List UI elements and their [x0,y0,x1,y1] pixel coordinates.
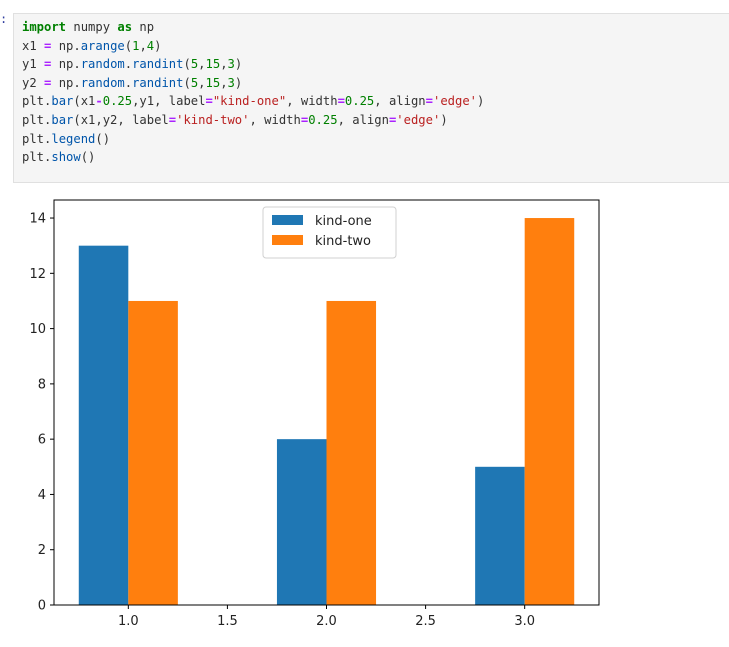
y-tick-label: 12 [29,267,46,282]
x-axis-ticks: 1.0 1.5 2.0 2.5 3.0 [118,605,535,629]
x-tick-label: 3.0 [514,614,535,629]
y-tick-label: 10 [29,322,46,337]
y-tick-label: 14 [29,212,46,227]
code-line-2: x1 = np.arange(1,4) [22,38,162,53]
x-tick-label: 1.0 [118,614,139,629]
code-cell[interactable]: import numpy as np x1 = np.arange(1,4) y… [13,13,729,183]
cell-prompt: : [0,12,8,26]
bar-kind-two-2 [326,300,377,605]
code-line-8: plt.show() [22,150,96,165]
legend-swatch-kind-two [272,235,303,245]
y-axis-ticks: 0 2 4 6 8 10 12 14 [29,212,54,614]
legend-swatch-kind-one [272,215,303,225]
code-editor[interactable]: import numpy as np x1 = np.arange(1,4) y… [22,18,484,167]
code-line-4: y2 = np.random.randint(5,15,3) [22,75,243,90]
x-tick-label: 1.5 [217,614,238,629]
bars-group [78,218,575,606]
code-line-5: plt.bar(x1-0.25,y1, label="kind-one", wi… [22,94,485,109]
bar-kind-one-1 [78,245,129,605]
y-tick-label: 8 [38,377,46,392]
bar-kind-one-3 [475,466,525,605]
bar-kind-two-1 [128,300,178,605]
y-tick-label: 2 [38,543,46,558]
code-line-7: plt.legend() [22,131,111,146]
legend-label-kind-one: kind-one [315,214,372,229]
legend: kind-one kind-two [262,206,397,259]
code-line-3: y1 = np.random.randint(5,15,3) [22,57,243,72]
x-tick-label: 2.5 [415,614,436,629]
output-plot: 0 2 4 6 8 10 12 14 1.0 1.5 2.0 2.5 3.0 kind-one kind… [0,185,729,647]
code-line-1: import numpy as np [22,20,155,34]
x-tick-label: 2.0 [316,614,337,629]
y-tick-label: 6 [38,433,46,448]
code-line-6: plt.bar(x1,y2, label='kind-two', width=0… [22,112,448,127]
y-tick-label: 4 [38,488,46,503]
bar-kind-one-2 [276,439,327,605]
legend-label-kind-two: kind-two [315,234,371,249]
bar-kind-two-3 [524,218,575,606]
y-tick-label: 0 [38,599,46,614]
